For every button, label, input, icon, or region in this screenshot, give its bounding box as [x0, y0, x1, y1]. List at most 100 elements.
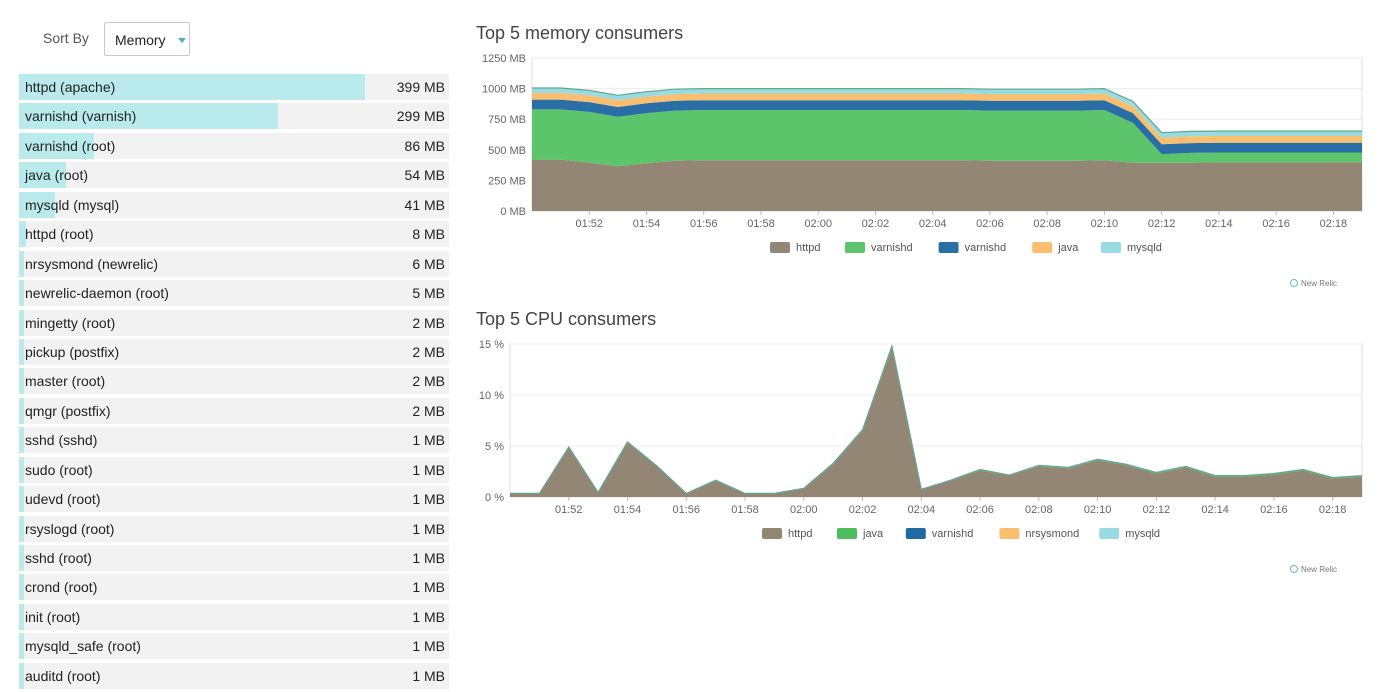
x-tick-label: 02:06 — [966, 504, 994, 516]
x-tick-label: 02:16 — [1260, 504, 1288, 516]
cpu-chart-title: Top 5 CPU consumers — [476, 309, 657, 329]
process-name: varnishd (varnish) — [25, 108, 137, 125]
process-memory-value: 399 MB — [396, 79, 445, 95]
memory-chart-legend: httpd varnishd varnishd java mysqld — [770, 242, 1162, 254]
process-row[interactable]: crond (root) 1 MB — [19, 574, 449, 601]
process-memory-bar — [19, 368, 24, 395]
process-name: nrsysmond (newrelic) — [25, 255, 159, 272]
series-area-varnishd-2 — [532, 99, 1362, 155]
legend-label: varnishd — [932, 528, 974, 540]
y-tick-label: 1000 MB — [482, 84, 526, 96]
process-row[interactable]: java (root) 54 MB — [19, 162, 449, 189]
process-row[interactable]: mingetty (root) 2 MB — [19, 309, 449, 336]
legend-item-varnishd[interactable]: varnishd — [845, 242, 913, 254]
legend-label: nrsysmond — [1025, 528, 1079, 540]
process-row[interactable]: udevd (root) 1 MB — [19, 486, 449, 513]
process-memory-value: 6 MB — [412, 255, 445, 272]
series-area-varnishd-1 — [532, 109, 1362, 167]
x-tick-label: 01:58 — [747, 218, 775, 230]
process-name: sshd (sshd) — [25, 432, 98, 449]
process-row[interactable]: master (root) 2 MB — [19, 368, 449, 395]
process-name: sshd (root) — [25, 550, 92, 566]
process-name: rsyslogd (root) — [25, 520, 115, 537]
legend-swatch — [1032, 242, 1053, 253]
y-tick-label: 10 % — [479, 390, 504, 402]
memory-chart: 0 MB 250 MB 500 MB 750 MB 1000 MB 1250 MB 01:5… — [482, 53, 1363, 230]
process-row[interactable]: sudo (root) 1 MB — [19, 456, 449, 483]
legend-item-httpd[interactable]: httpd — [762, 528, 812, 540]
process-row[interactable]: httpd (apache) 399 MB — [19, 74, 449, 100]
process-row[interactable]: init (root) 1 MB — [19, 603, 449, 630]
cpu-chart: 0 % 5 % 10 % 15 % 01:52 01:54 01:56 01:58 02:00 0… — [479, 339, 1363, 516]
process-row[interactable]: mysqld (mysql) 41 MB — [19, 191, 449, 218]
legend-item-java[interactable]: java — [837, 528, 884, 540]
process-memory-bar — [19, 280, 24, 307]
legend-item-varnishd[interactable]: varnishd — [938, 242, 1007, 254]
x-tick-label: 02:08 — [1033, 218, 1061, 230]
process-row[interactable]: qmgr (postfix) 2 MB — [19, 397, 449, 424]
legend-swatch — [1099, 528, 1120, 539]
process-memory-value: 54 MB — [404, 167, 445, 184]
x-tick-label: 02:10 — [1084, 504, 1112, 516]
process-memory-value: 1 MB — [412, 667, 445, 684]
process-memory-bar — [19, 662, 24, 689]
process-memory-bar — [19, 74, 365, 100]
sort-by-label: Sort By — [43, 30, 89, 46]
legend-item-httpd[interactable]: httpd — [770, 242, 820, 254]
legend-label: httpd — [788, 528, 812, 540]
x-tick-label: 01:54 — [633, 218, 661, 230]
process-name: mysqld (mysql) — [25, 196, 120, 213]
process-memory-value: 5 MB — [412, 285, 445, 302]
legend-item-nrsysmond[interactable]: nrsysmond — [999, 528, 1079, 540]
new-relic-icon — [1290, 565, 1298, 573]
process-memory-value: 1 MB — [412, 432, 445, 449]
process-name: httpd (root) — [25, 226, 94, 243]
process-memory-value: 1 MB — [412, 579, 445, 596]
process-memory-bar — [19, 545, 24, 571]
x-tick-label: 02:00 — [804, 218, 832, 230]
y-tick-label: 0 MB — [500, 206, 526, 218]
legend-swatch — [1101, 242, 1121, 253]
x-tick-label: 02:14 — [1205, 218, 1233, 230]
process-name: java (root) — [25, 167, 89, 184]
process-name: pickup (postfix) — [25, 343, 120, 360]
y-tick-label: 500 MB — [488, 145, 526, 157]
process-name: mingetty (root) — [25, 314, 116, 331]
process-memory-value: 1 MB — [412, 550, 445, 566]
process-memory-bar — [19, 456, 24, 483]
x-tick-label: 01:52 — [555, 504, 583, 516]
legend-item-mysqld[interactable]: mysqld — [1101, 242, 1162, 254]
process-row[interactable]: httpd (root) 8 MB — [19, 221, 449, 248]
x-tick-label: 02:12 — [1143, 504, 1171, 516]
process-row[interactable]: sshd (root) 1 MB — [19, 545, 449, 571]
process-row[interactable]: newrelic-daemon (root) 5 MB — [19, 280, 449, 307]
legend-label: httpd — [796, 242, 820, 254]
process-row[interactable]: nrsysmond (newrelic) 6 MB — [19, 250, 449, 277]
sort-by-select[interactable]: Memory — [104, 22, 190, 56]
process-memory-bar — [19, 486, 24, 513]
series-area-httpd-0 — [532, 159, 1362, 211]
legend-item-mysqld[interactable]: mysqld — [1099, 528, 1160, 540]
legend-item-varnishd[interactable]: varnishd — [905, 528, 974, 540]
process-row[interactable]: auditd (root) 1 MB — [19, 662, 449, 689]
process-row[interactable]: varnishd (root) 86 MB — [19, 132, 449, 159]
legend-item-java[interactable]: java — [1032, 242, 1079, 254]
process-row[interactable]: sshd (sshd) 1 MB — [19, 427, 449, 454]
series-top-line — [532, 87, 1362, 134]
legend-swatch — [837, 528, 857, 539]
process-row[interactable]: rsyslogd (root) 1 MB — [19, 515, 449, 542]
process-row[interactable]: varnishd (varnish) 299 MB — [19, 103, 449, 130]
process-row[interactable]: mysqld_safe (root) 1 MB — [19, 633, 449, 660]
y-tick-label: 15 % — [479, 339, 504, 351]
process-memory-value: 86 MB — [404, 137, 445, 154]
process-memory-value: 1 MB — [412, 608, 445, 625]
process-row[interactable]: pickup (postfix) 2 MB — [19, 338, 449, 365]
legend-swatch — [938, 242, 959, 253]
legend-label: varnishd — [965, 242, 1007, 254]
process-memory-value: 299 MB — [396, 108, 445, 125]
memory-chart-title: Top 5 memory consumers — [476, 23, 684, 43]
series-area-java-3 — [532, 92, 1362, 145]
x-tick-label: 02:00 — [790, 504, 818, 516]
process-memory-bar — [19, 191, 55, 218]
process-memory-bar — [19, 603, 24, 630]
